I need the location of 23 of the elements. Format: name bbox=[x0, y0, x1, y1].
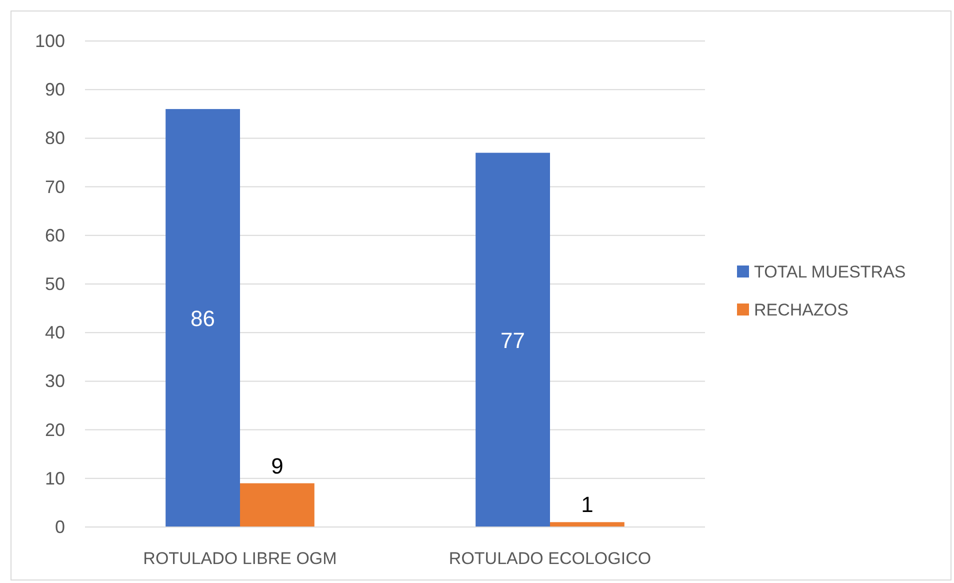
data-label: 1 bbox=[581, 492, 594, 518]
y-tick-label: 40 bbox=[44, 322, 65, 343]
bar bbox=[550, 522, 624, 527]
y-tick-label: 30 bbox=[44, 371, 65, 392]
x-tick-label: ROTULADO ECOLOGICO bbox=[448, 549, 652, 568]
y-tick-label: 100 bbox=[34, 31, 65, 51]
y-tick-label: 20 bbox=[44, 420, 65, 440]
legend-label: TOTAL MUESTRAS bbox=[754, 262, 906, 282]
bar bbox=[476, 152, 550, 527]
data-label: 86 bbox=[190, 306, 216, 332]
data-label: 9 bbox=[271, 453, 284, 478]
y-tick-label: 50 bbox=[44, 274, 65, 294]
bar bbox=[166, 109, 240, 527]
y-tick-label: 0 bbox=[54, 517, 65, 537]
x-tick-label: ROTULADO LIBRE OGM bbox=[143, 549, 337, 568]
y-tick-label: 80 bbox=[44, 128, 65, 148]
bar bbox=[240, 483, 314, 527]
y-tick-label: 70 bbox=[44, 176, 65, 197]
y-tick-label: 90 bbox=[44, 80, 65, 100]
y-tick-label: 60 bbox=[44, 225, 65, 246]
y-tick-label: 10 bbox=[44, 468, 65, 488]
data-label: 77 bbox=[500, 328, 526, 353]
legend-label: RECHAZOS bbox=[754, 300, 848, 320]
